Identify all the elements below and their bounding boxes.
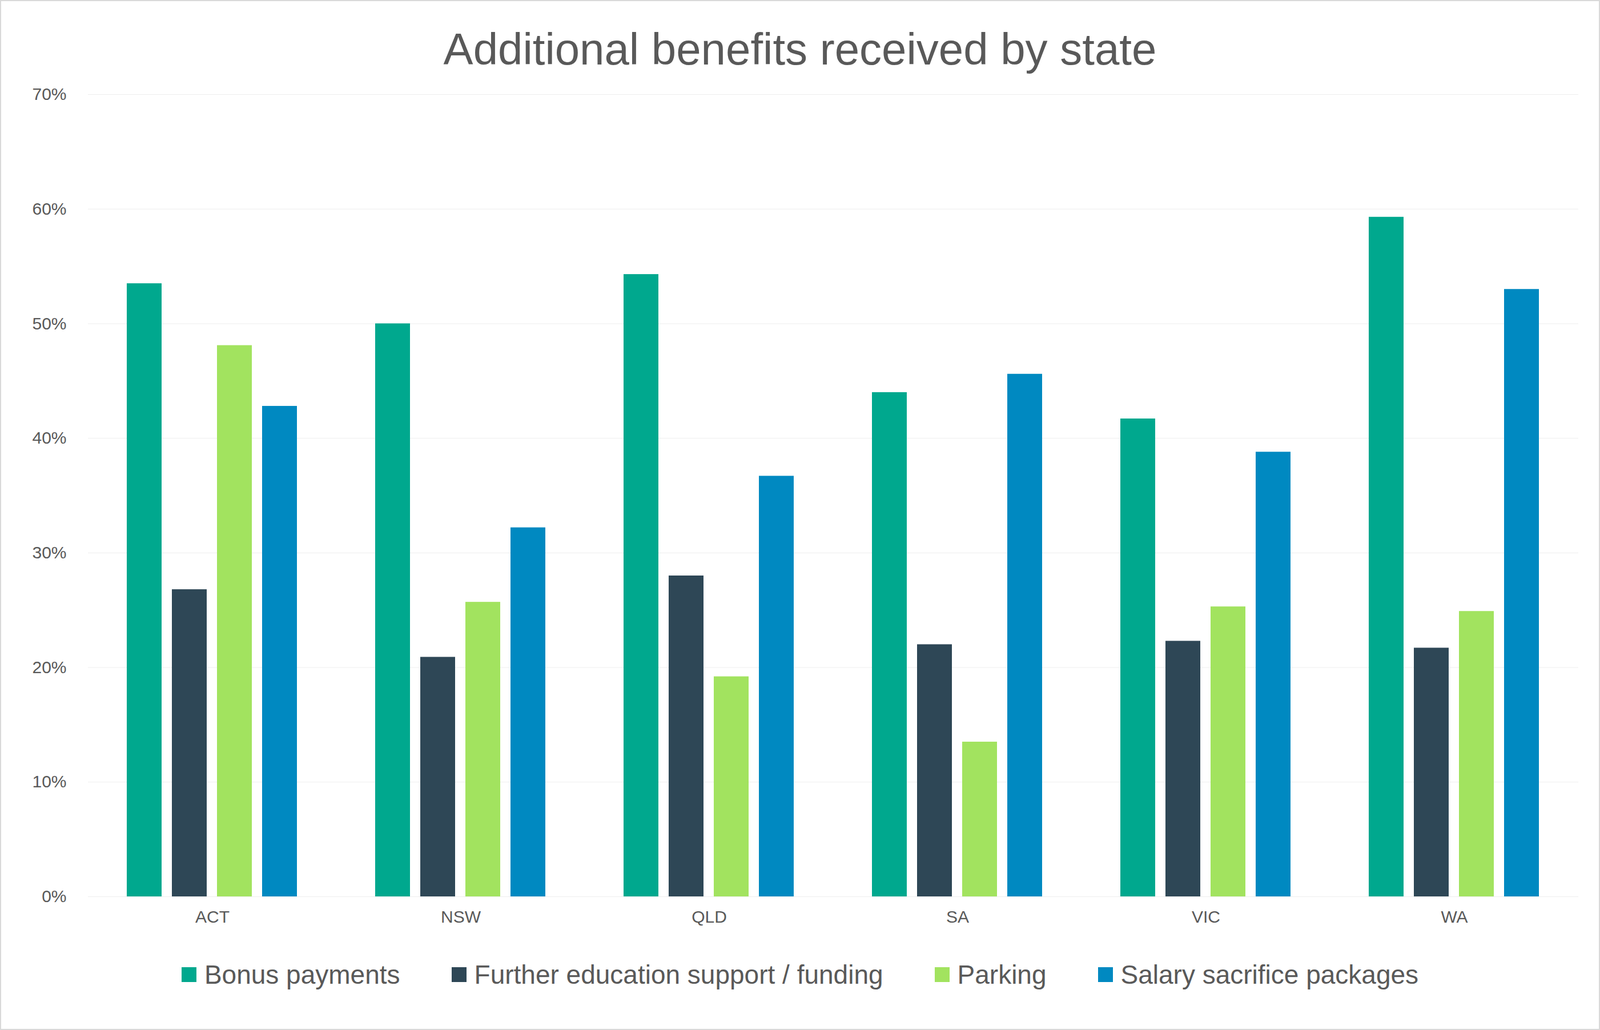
svg-text:50%: 50%	[31, 314, 67, 333]
html-text:Further education support / fu: Further education support / funding	[474, 959, 884, 990]
svg-text:SA: SA	[946, 907, 970, 927]
svg-text:WA: WA	[1440, 907, 1468, 927]
svg-text:20%: 20%	[31, 657, 67, 677]
html-text:Bonus payments: Bonus payments	[204, 959, 400, 990]
svg-text:70%: 70%	[31, 84, 67, 104]
svg-text:0%: 0%	[41, 886, 67, 906]
html-text:Salary sacrifice packages: Salary sacrifice packages	[1120, 959, 1419, 990]
svg-text:VIC: VIC	[1191, 907, 1221, 927]
svg-text:60%: 60%	[31, 199, 67, 219]
svg-text:NSW: NSW	[440, 907, 482, 927]
svg-text:10%: 10%	[31, 772, 67, 791]
svg-text:30%: 30%	[31, 543, 67, 562]
html-text:Parking: Parking	[957, 959, 1047, 990]
html-text:Additional benefits received b: Additional benefits received by state	[443, 23, 1157, 75]
svg-text:ACT: ACT	[195, 907, 230, 927]
svg-text:QLD: QLD	[691, 907, 727, 927]
svg-text:40%: 40%	[31, 428, 67, 448]
